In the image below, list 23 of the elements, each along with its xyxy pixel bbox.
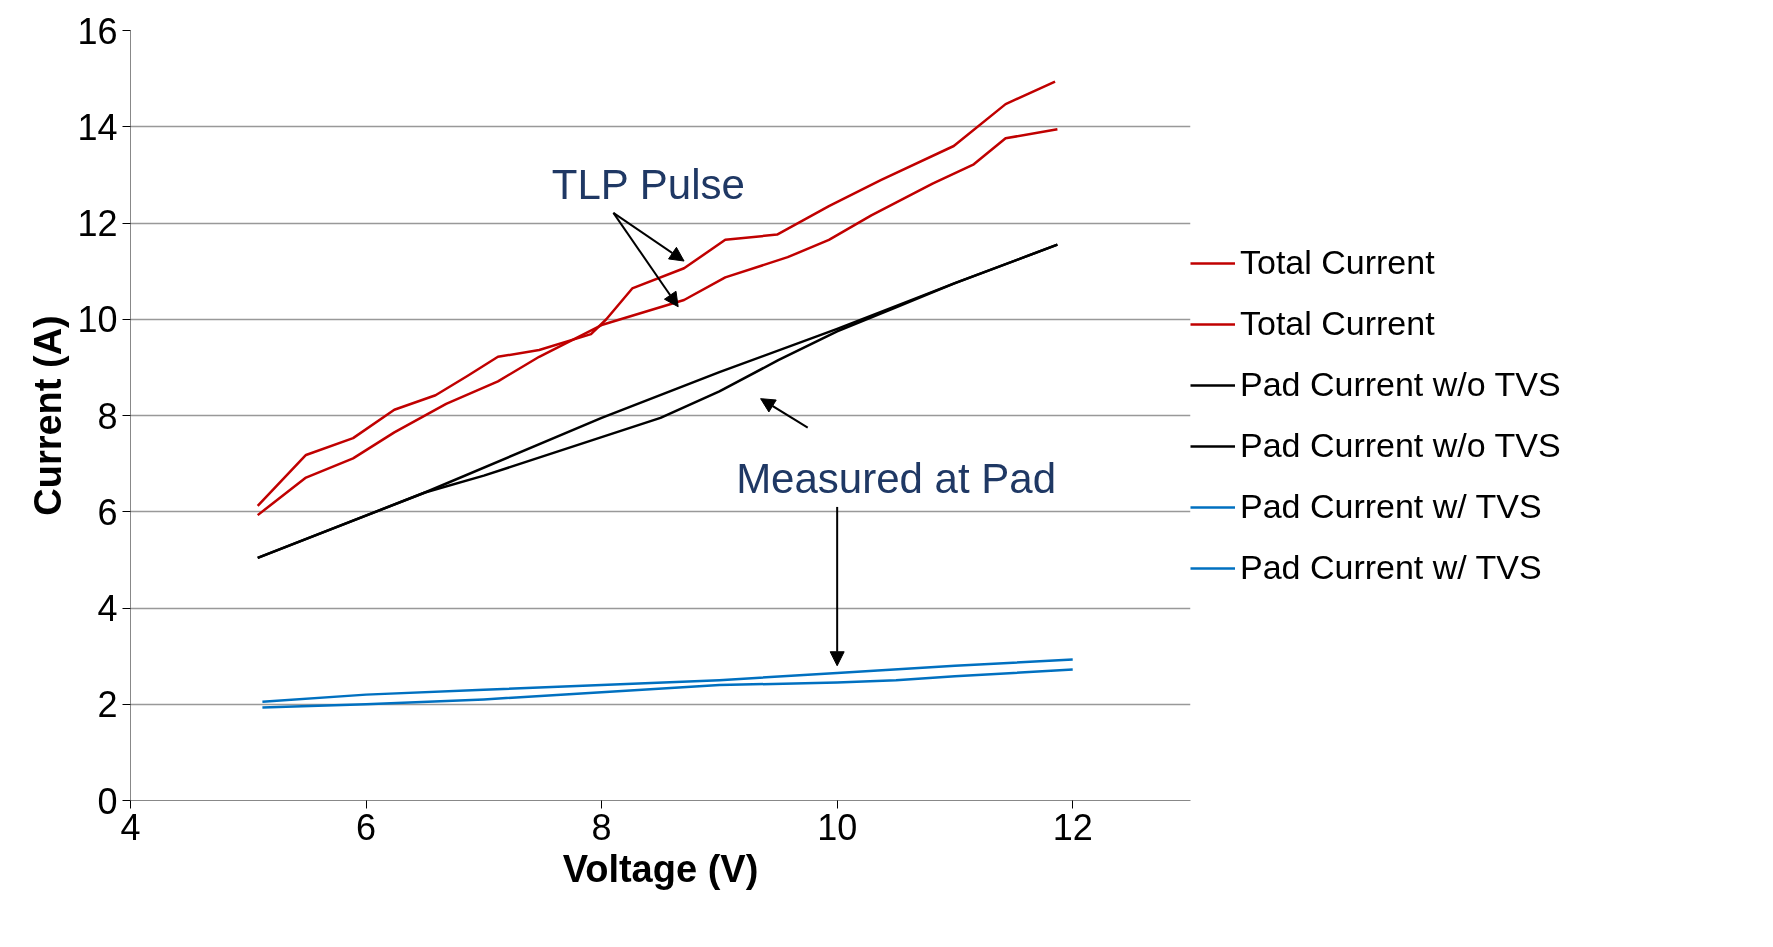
x-tick-label: 6 — [356, 806, 377, 848]
legend-label: Pad Current w/ TVS — [1240, 548, 1542, 587]
legend-label: Pad Current w/o TVS — [1240, 426, 1561, 465]
y-tick-label: 6 — [97, 491, 118, 533]
x-tick-label: 10 — [817, 806, 858, 848]
y-tick-label: 16 — [77, 10, 118, 52]
y-tick-label: 0 — [97, 780, 118, 822]
annotation: TLP Pulse — [551, 160, 745, 208]
y-tick-label: 14 — [77, 106, 118, 148]
y-tick-label: 4 — [97, 588, 118, 629]
x-tick-label: 12 — [1052, 806, 1093, 848]
y-axis-title: Current (A) — [27, 315, 70, 516]
y-tick-label: 8 — [97, 395, 118, 437]
annotation: Measured at Pad — [736, 454, 1056, 502]
x-axis-title: Voltage (V) — [562, 847, 759, 890]
y-tick-label: 12 — [77, 203, 118, 244]
x-tick-label: 8 — [591, 806, 612, 848]
y-tick-label: 10 — [77, 299, 118, 341]
legend-label: Pad Current w/o TVS — [1240, 365, 1561, 404]
y-tick-label: 2 — [97, 684, 118, 726]
legend-label: Total Current — [1240, 304, 1435, 343]
legend-label: Pad Current w/ TVS — [1240, 487, 1542, 526]
legend-label: Total Current — [1240, 243, 1435, 282]
